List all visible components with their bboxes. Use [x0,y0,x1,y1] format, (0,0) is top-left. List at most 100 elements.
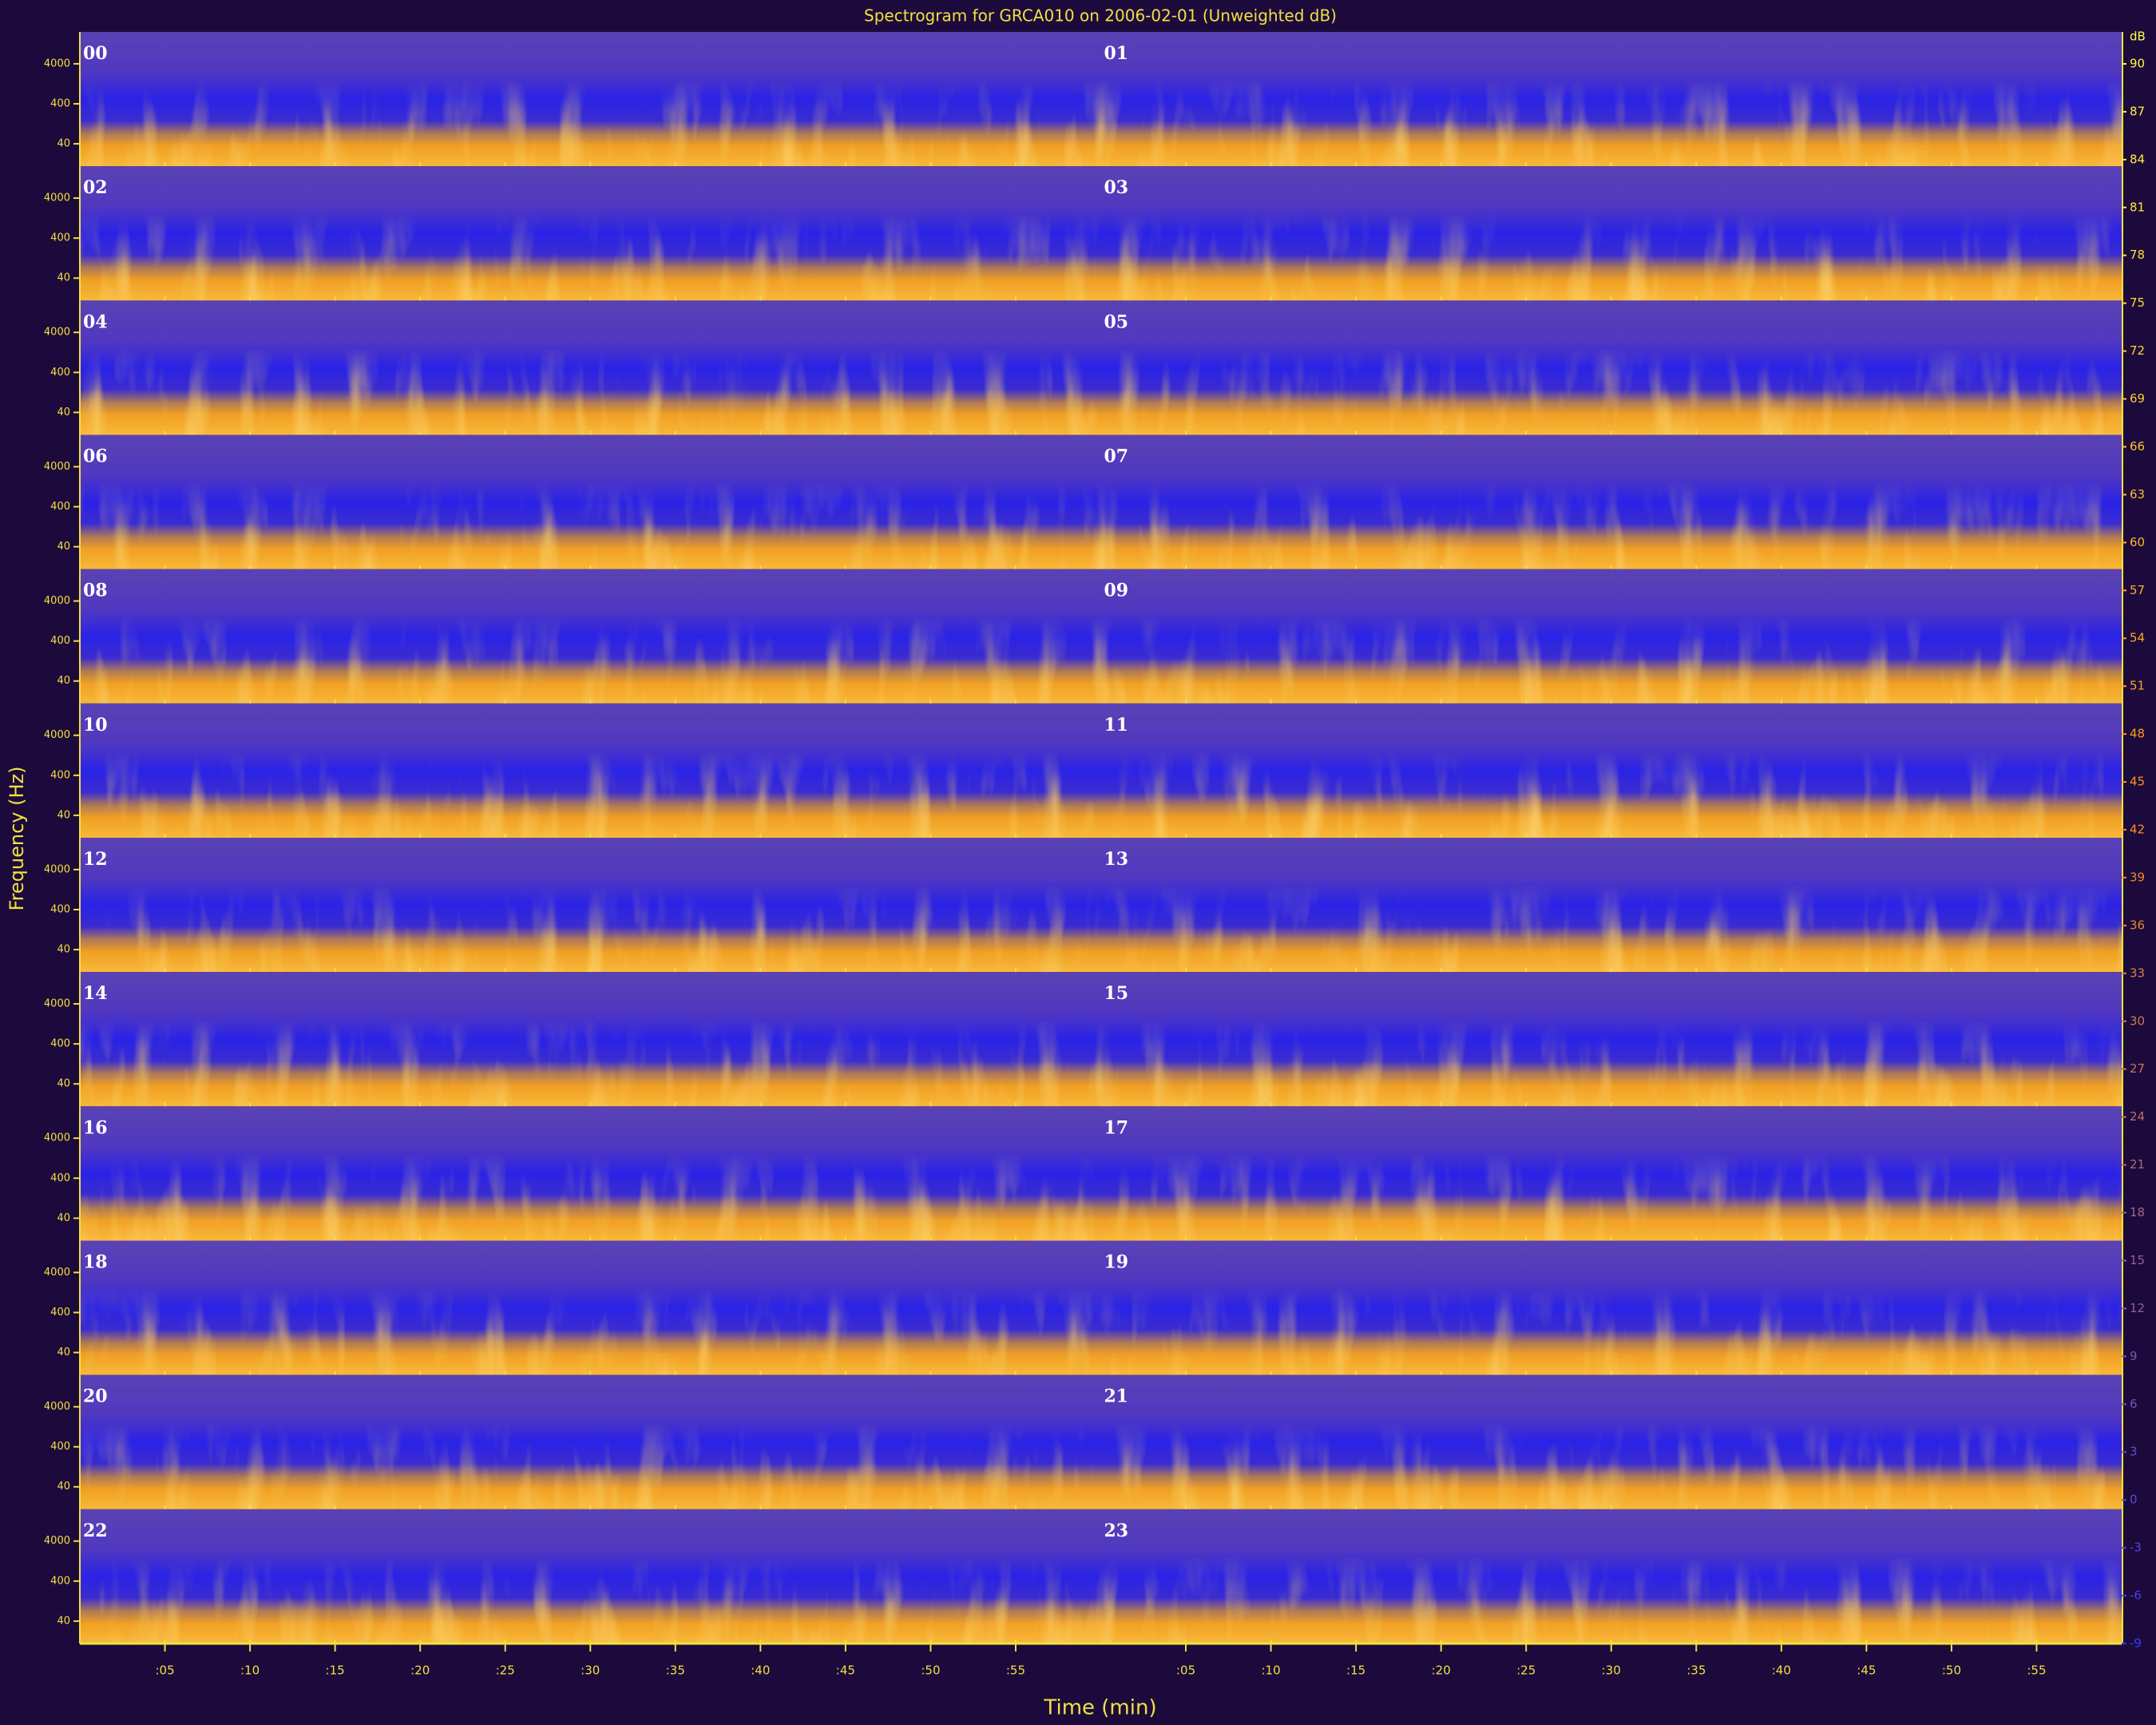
spectrogram-texture [80,1106,2122,1241]
y-tick-label: 40 [57,809,70,821]
spectrogram-texture [80,434,2122,569]
colorbar-tick-label: 3 [2130,1445,2138,1459]
x-tick-label: :55 [2027,1664,2046,1678]
y-tick-label: 4000 [44,192,70,204]
hour-label: 09 [1104,581,1129,601]
colorbar-tick-label: 39 [2130,870,2145,884]
y-tick-label: 400 [50,903,70,915]
colorbar-label: dB [2130,30,2146,44]
spectrogram-texture [80,300,2122,435]
spectrogram-texture [80,838,2122,973]
y-tick-label: 4000 [44,1267,70,1279]
hour-label: 13 [1104,849,1129,870]
hour-label: 10 [83,715,108,736]
colorbar-tick-label: 84 [2130,152,2145,166]
y-tick-label: 400 [50,1172,70,1184]
hour-label: 00 [83,43,108,64]
hour-label: 08 [83,581,108,601]
colorbar-tick-label: 33 [2130,966,2145,980]
y-tick-label: 40 [57,1078,70,1090]
x-tick-label: :15 [326,1664,345,1678]
colorbar-tick-label: 66 [2130,439,2145,454]
y-tick-label: 4000 [44,729,70,741]
spectrogram-texture [80,972,2122,1107]
hour-label: 12 [83,849,108,870]
y-tick-label: 40 [57,541,70,553]
hour-label: 18 [83,1252,108,1273]
colorbar-tick-label: 36 [2130,918,2145,932]
y-tick-label: 4000 [44,461,70,473]
spectrogram-texture [80,32,2122,167]
x-tick-label: :15 [1346,1664,1365,1678]
y-tick-label: 40 [57,1615,70,1627]
x-tick-label: :05 [155,1664,174,1678]
x-tick-label: :35 [1686,1664,1706,1678]
hour-label: 06 [83,446,108,467]
colorbar-tick-label: 72 [2130,343,2145,358]
y-tick-label: 400 [50,769,70,781]
hour-label: 20 [83,1386,108,1407]
y-tick-label: 40 [57,944,70,956]
y-tick-label: 400 [50,1307,70,1319]
x-tick-label: :30 [581,1664,600,1678]
colorbar-tick-label: 30 [2130,1013,2145,1028]
hour-label: 05 [1104,311,1129,332]
x-tick-label: :45 [1857,1664,1876,1678]
y-tick-label: 4000 [44,595,70,607]
y-tick-label: 4000 [44,1132,70,1144]
colorbar-tick-label: 24 [2130,1109,2145,1124]
hour-label: 03 [1104,177,1129,198]
colorbar-tick-label: -6 [2130,1588,2142,1603]
y-tick-label: 400 [50,1575,70,1587]
colorbar-tick-label: 78 [2130,248,2145,262]
spectrogram-texture [80,166,2122,301]
colorbar-tick-label: 57 [2130,583,2145,597]
hour-label: 07 [1104,446,1129,467]
x-axis-label: Time (min) [1043,1696,1156,1720]
hour-label: 02 [83,177,108,198]
colorbar-tick-label: 12 [2130,1301,2145,1315]
spectrogram-texture [80,1240,2122,1375]
colorbar-tick-label: 0 [2130,1493,2138,1507]
hour-label: 04 [83,311,108,332]
x-tick-label: :50 [1942,1664,1961,1678]
y-tick-label: 400 [50,1441,70,1453]
hour-label: 22 [83,1521,108,1541]
x-tick-label: :20 [1432,1664,1451,1678]
hour-label: 15 [1104,983,1129,1004]
y-tick-label: 400 [50,232,70,244]
y-tick-label: 400 [50,501,70,513]
y-tick-label: 40 [57,1481,70,1493]
y-tick-label: 40 [57,675,70,687]
chart-title: Spectrogram for GRCA010 on 2006-02-01 (U… [864,6,1337,26]
hour-label: 11 [1104,715,1129,736]
colorbar-tick-label: 15 [2130,1253,2145,1267]
spectrogram-texture [80,1374,2122,1509]
x-tick-label: :55 [1006,1664,1025,1678]
hour-label: 19 [1104,1252,1129,1273]
hour-label: 21 [1104,1386,1129,1407]
y-axis-label: Frequency (Hz) [6,767,28,911]
x-tick-label: :35 [666,1664,685,1678]
colorbar-tick-label: 6 [2130,1397,2138,1411]
colorbar-tick-label: 69 [2130,391,2145,406]
hour-label: 17 [1104,1117,1129,1138]
x-tick-label: :40 [1772,1664,1791,1678]
hour-label: 16 [83,1117,108,1138]
colorbar-tick-label: 9 [2130,1349,2138,1363]
colorbar-tick-label: -3 [2130,1541,2142,1555]
colorbar-tick-label: 51 [2130,679,2145,693]
y-tick-label: 4000 [44,58,70,69]
y-tick-label: 40 [57,138,70,150]
x-tick-label: :25 [496,1664,515,1678]
x-tick-label: :10 [1262,1664,1281,1678]
spectrogram-texture [80,569,2122,704]
x-tick-label: :10 [240,1664,260,1678]
y-tick-label: 4000 [44,998,70,1010]
hour-label: 23 [1104,1521,1129,1541]
x-tick-label: :30 [1602,1664,1621,1678]
y-tick-label: 400 [50,367,70,379]
x-tick-label: :45 [836,1664,855,1678]
